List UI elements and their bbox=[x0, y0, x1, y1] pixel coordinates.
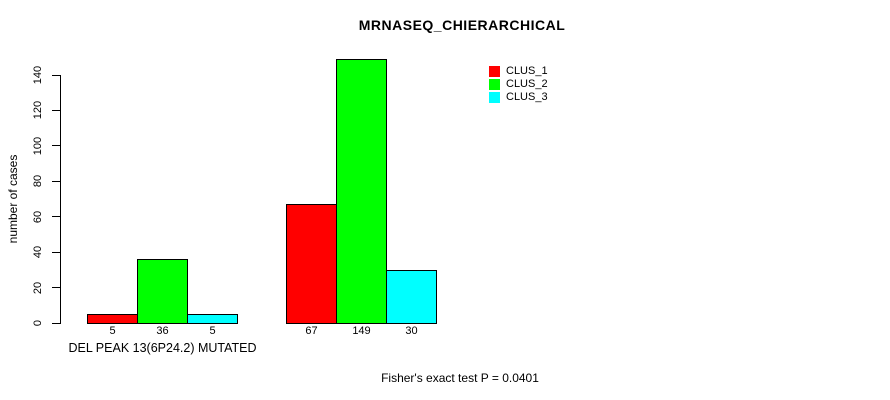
bar-clus_2-group2 bbox=[336, 59, 387, 324]
legend-item-label: CLUS_3 bbox=[506, 91, 548, 103]
y-axis-tick-label: 40 bbox=[32, 246, 44, 259]
bar-value-label: 149 bbox=[352, 325, 371, 337]
y-axis-tick bbox=[52, 74, 60, 76]
bar-clus_2-group1 bbox=[137, 259, 188, 324]
bar-clus_1-group1 bbox=[87, 314, 138, 324]
legend-item-label: CLUS_1 bbox=[506, 65, 548, 77]
bar-clus_3-group1 bbox=[187, 314, 238, 324]
bar-value-label: 30 bbox=[405, 325, 418, 337]
x-group-label: DEL PEAK 13(6P24.2) MUTATED bbox=[68, 341, 257, 355]
y-axis-tick bbox=[52, 109, 60, 111]
legend-color-swatch bbox=[489, 92, 500, 103]
bar-value-label: 5 bbox=[109, 325, 116, 337]
bar-value-label: 5 bbox=[209, 325, 216, 337]
y-axis-label: number of cases bbox=[6, 154, 20, 244]
y-axis-tick bbox=[52, 322, 60, 324]
y-axis-tick bbox=[52, 145, 60, 147]
y-axis-tick bbox=[52, 180, 60, 182]
y-axis-tick-label: 20 bbox=[32, 281, 44, 294]
y-axis-tick-label: 80 bbox=[32, 175, 44, 188]
chart-title: MRNASEQ_CHIERARCHICAL bbox=[358, 17, 566, 33]
bar-value-label: 67 bbox=[305, 325, 318, 337]
y-axis-tick bbox=[52, 251, 60, 253]
legend-color-swatch bbox=[489, 66, 500, 77]
bar-clus_1-group2 bbox=[286, 204, 337, 324]
y-axis-tick bbox=[52, 287, 60, 289]
y-axis-tick-label: 140 bbox=[32, 65, 44, 85]
legend-color-swatch bbox=[489, 79, 500, 90]
legend-item-label: CLUS_2 bbox=[506, 78, 548, 90]
fisher-test-note: Fisher's exact test P = 0.0401 bbox=[381, 371, 539, 385]
bar-value-label: 36 bbox=[156, 325, 169, 337]
y-axis-tick bbox=[52, 216, 60, 218]
bar-clus_3-group2 bbox=[386, 270, 437, 324]
y-axis-tick-label: 100 bbox=[32, 136, 44, 156]
y-axis-tick-label: 120 bbox=[32, 101, 44, 120]
y-axis-line bbox=[60, 75, 61, 324]
y-axis-tick-label: 60 bbox=[32, 210, 44, 223]
y-axis-tick-label: 0 bbox=[32, 319, 44, 327]
